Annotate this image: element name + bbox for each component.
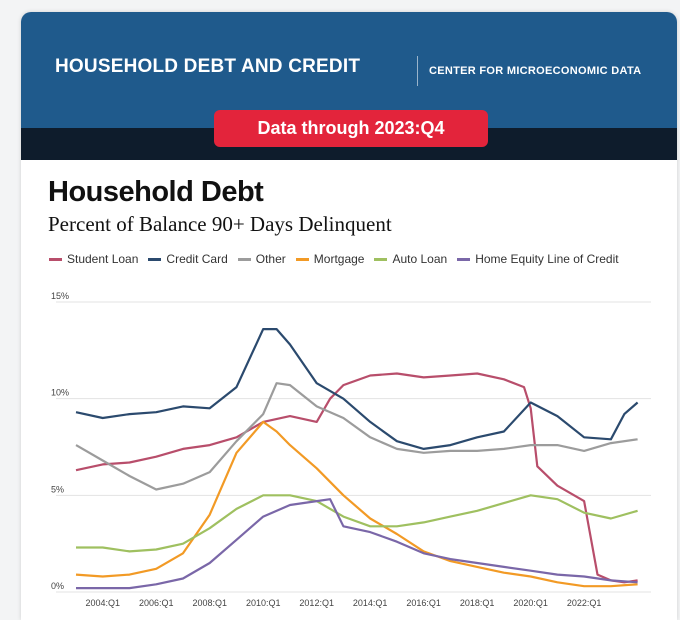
series-line xyxy=(76,498,638,590)
x-tick-label: 2022:Q1 xyxy=(567,598,602,608)
legend-item: Mortgage xyxy=(295,252,365,266)
series-line xyxy=(75,372,638,584)
header-banner: HOUSEHOLD DEBT AND CREDIT CENTER FOR MIC… xyxy=(21,12,677,128)
legend-label: Auto Loan xyxy=(392,252,448,266)
legend-swatch xyxy=(148,257,162,261)
y-tick-label: 0% xyxy=(51,581,64,591)
x-tick-label: 2018:Q1 xyxy=(460,598,495,608)
series-line xyxy=(76,494,638,553)
legend-item: Student Loan xyxy=(49,252,138,266)
chart-card: HOUSEHOLD DEBT AND CREDIT CENTER FOR MIC… xyxy=(21,12,677,620)
series-line xyxy=(75,327,639,450)
y-tick-label: 10% xyxy=(51,388,69,398)
y-tick-label: 5% xyxy=(51,484,64,494)
legend-label: Other xyxy=(255,252,286,266)
line-chart: 0% 5% 10% 15% 2004:Q1 2006:Q1 2008:Q1 2010:Q1 20… xyxy=(51,291,651,608)
x-tick-label: 2020:Q1 xyxy=(513,598,548,608)
x-tick-label: 2016:Q1 xyxy=(406,598,441,608)
x-tick-label: 2004:Q1 xyxy=(85,598,120,608)
y-tick-label: 15% xyxy=(51,291,69,301)
legend-swatch xyxy=(457,257,471,261)
legend-item: Other xyxy=(237,252,286,266)
legend-swatch xyxy=(49,257,62,261)
series-line xyxy=(75,382,638,491)
legend-label: Student Loan xyxy=(67,252,139,266)
legend-label: Home Equity Line of Credit xyxy=(475,252,619,266)
legend-label: Credit Card xyxy=(166,252,228,266)
brand-title: HOUSEHOLD DEBT AND CREDIT xyxy=(55,56,361,77)
header-divider xyxy=(417,56,418,86)
x-tick-label: 2008:Q1 xyxy=(192,598,227,608)
chart-subtitle: Percent of Balance 90+ Days Delinquent xyxy=(48,212,392,236)
center-name: CENTER FOR MICROECONOMIC DATA xyxy=(429,65,642,77)
chart-title: Household Debt xyxy=(48,176,264,208)
legend-swatch xyxy=(237,257,251,261)
legend-item: Auto Loan xyxy=(374,252,447,266)
chart-legend: Student Loan Credit Card Other Mortgage Auto… xyxy=(49,252,619,266)
x-tick-label: 2010:Q1 xyxy=(246,598,281,608)
legend-label: Mortgage xyxy=(313,252,365,266)
legend-swatch xyxy=(295,257,309,261)
legend-item: Credit Card xyxy=(148,252,228,266)
x-tick-label: 2006:Q1 xyxy=(139,598,174,608)
series-line xyxy=(75,420,638,588)
legend-swatch xyxy=(374,257,388,261)
data-through-badge: Data through 2023:Q4 xyxy=(214,110,488,147)
x-tick-label: 2014:Q1 xyxy=(353,598,388,608)
x-tick-label: 2012:Q1 xyxy=(299,598,334,608)
legend-item: Home Equity Line of Credit xyxy=(457,252,619,266)
